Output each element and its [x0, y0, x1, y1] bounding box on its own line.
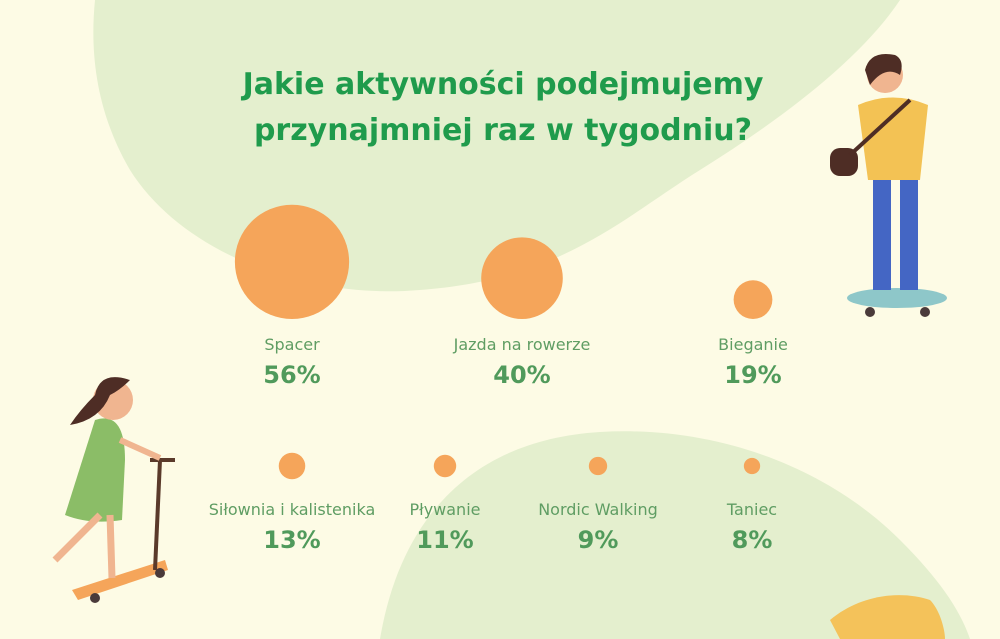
value-label: 19% [724, 361, 781, 389]
category-label: Siłownia i kalistenika [209, 500, 376, 519]
category-label: Pływanie [410, 500, 481, 519]
value-label: 56% [263, 361, 320, 389]
chart-title: przynajmniej raz w tygodniu? [254, 113, 752, 148]
category-label: Spacer [264, 335, 320, 354]
bubble [743, 457, 761, 475]
value-label: 11% [416, 526, 473, 554]
leaf [830, 595, 945, 639]
category-label: Jazda na rowerze [453, 335, 591, 354]
value-label: 40% [493, 361, 550, 389]
bubble [588, 456, 608, 476]
value-label: 9% [578, 526, 619, 554]
category-label: Taniec [726, 500, 777, 519]
value-label: 8% [732, 526, 773, 554]
skater-illustration [830, 54, 947, 317]
chart-title: Jakie aktywności podejmujemy [241, 67, 764, 102]
category-label: Nordic Walking [538, 500, 658, 519]
bubble [433, 454, 457, 478]
bubble [234, 204, 350, 319]
bubble [481, 237, 563, 319]
value-label: 13% [263, 526, 320, 554]
blob [380, 431, 970, 639]
category-label: Bieganie [718, 335, 788, 354]
scooter-illustration [52, 377, 175, 603]
bubble [733, 280, 773, 319]
bubble [278, 452, 306, 480]
